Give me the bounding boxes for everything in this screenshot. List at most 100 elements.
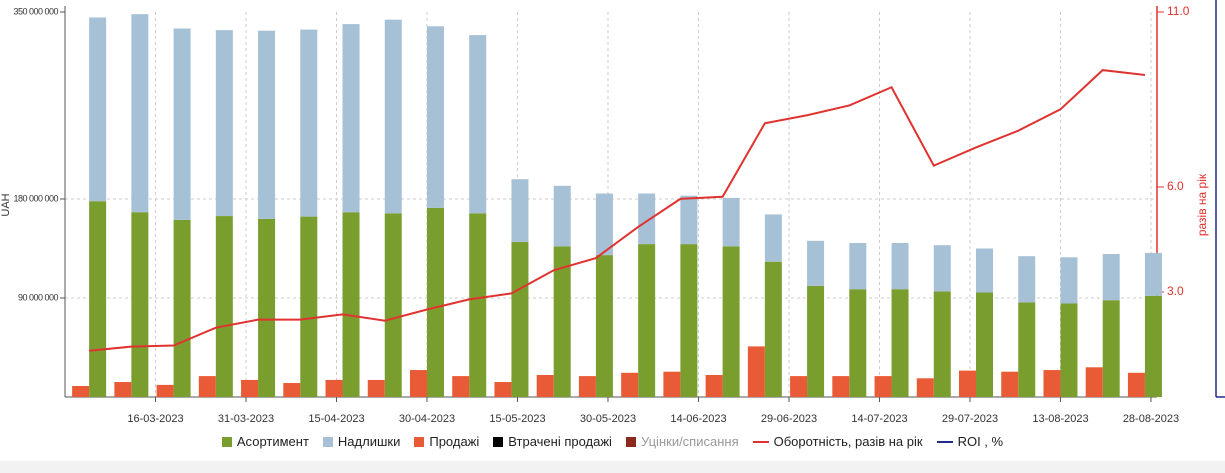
bar-segment bbox=[300, 216, 318, 397]
bar-segment bbox=[1060, 257, 1078, 304]
chart: UAH разів на рік 350 000 000 180 000 000 9… bbox=[0, 0, 1225, 425]
bar-segment bbox=[638, 244, 656, 397]
legend-swatch bbox=[752, 440, 769, 443]
bar-segment bbox=[1018, 256, 1036, 303]
legend-swatch bbox=[493, 436, 504, 447]
bar-segment bbox=[1144, 252, 1162, 296]
bar-segment bbox=[426, 26, 444, 208]
x-tick-label: 14-07-2023 bbox=[851, 413, 907, 425]
bar-segment bbox=[342, 212, 360, 397]
y2-tick-label: 11.0 bbox=[1167, 4, 1190, 18]
bar-segment bbox=[384, 213, 402, 397]
x-tick-label: 29-06-2023 bbox=[761, 413, 817, 425]
bar-segment bbox=[215, 30, 233, 217]
bar-segment bbox=[553, 246, 571, 397]
bar bbox=[241, 379, 259, 397]
legend-label: Втрачені продажі bbox=[508, 434, 612, 449]
bar-segment bbox=[258, 30, 276, 219]
footer-strip bbox=[0, 461, 1225, 473]
bar-segment bbox=[511, 241, 529, 397]
bar-segment bbox=[89, 17, 107, 202]
bar bbox=[409, 370, 427, 397]
legend-swatch bbox=[221, 436, 232, 447]
bar-segment bbox=[173, 219, 191, 397]
y-tick-label: 350 000 000 bbox=[13, 6, 58, 16]
bar bbox=[283, 383, 301, 397]
bar-segment bbox=[891, 289, 909, 397]
bar-segment bbox=[131, 14, 149, 213]
bar-segment bbox=[426, 207, 444, 397]
bar bbox=[494, 382, 512, 397]
legend-item[interactable]: Втрачені продажі bbox=[493, 434, 612, 449]
legend-label: Асортимент bbox=[236, 434, 309, 449]
legend: Асортимент Надлишки Продажі Втрачені продаж… bbox=[0, 434, 1225, 449]
x-tick-label: 28-08-2023 bbox=[1123, 413, 1179, 425]
bar-segment bbox=[131, 212, 149, 397]
legend-item[interactable]: Уцінки/списання bbox=[625, 434, 739, 449]
bar bbox=[916, 378, 934, 397]
legend-item[interactable]: ROI , % bbox=[936, 434, 1003, 449]
bar-segment bbox=[511, 179, 529, 242]
bar-segment bbox=[1102, 254, 1120, 301]
bar-segment bbox=[342, 24, 360, 213]
bar-segment bbox=[553, 185, 571, 247]
y-tick-label: 180 000 000 bbox=[13, 193, 58, 203]
bar-segment bbox=[595, 193, 613, 256]
bar-segment bbox=[1060, 303, 1078, 397]
bar bbox=[1127, 372, 1145, 397]
bar-segment bbox=[469, 213, 487, 397]
legend-item[interactable]: Продажі bbox=[414, 434, 479, 449]
bar bbox=[790, 376, 808, 397]
bar bbox=[663, 371, 681, 397]
bar bbox=[114, 382, 132, 397]
bar-segment bbox=[173, 28, 191, 220]
bar bbox=[156, 384, 174, 397]
bar bbox=[1085, 367, 1103, 397]
legend-swatch bbox=[322, 436, 333, 447]
x-tick-label: 16-03-2023 bbox=[127, 413, 183, 425]
line-series bbox=[89, 69, 1146, 352]
bar-segment bbox=[849, 243, 867, 290]
x-tick-label: 15-05-2023 bbox=[489, 413, 545, 425]
legend-label: Продажі bbox=[429, 434, 480, 449]
y2-axis-title: разів на рік bbox=[1195, 173, 1209, 236]
bar bbox=[578, 376, 596, 397]
bar bbox=[832, 376, 850, 397]
bar-segment bbox=[976, 248, 994, 293]
y-tick-label: 90 000 000 bbox=[18, 292, 59, 302]
bar bbox=[367, 379, 385, 397]
bar-segment bbox=[1102, 300, 1120, 397]
bar-segment bbox=[807, 240, 825, 286]
bar-segment bbox=[638, 193, 656, 245]
legend-item[interactable]: Надлишки bbox=[322, 434, 400, 449]
bar-segment bbox=[469, 35, 487, 214]
legend-item[interactable]: Оборотність, разів на рік bbox=[752, 434, 923, 449]
bar bbox=[325, 379, 343, 397]
bar-segment bbox=[680, 244, 698, 397]
bar-segment bbox=[933, 245, 951, 292]
x-tick-label: 13-08-2023 bbox=[1032, 413, 1088, 425]
x-tick-label: 31-03-2023 bbox=[218, 413, 274, 425]
bar-segment bbox=[976, 292, 994, 397]
bar-segment bbox=[764, 261, 782, 397]
bar-segment bbox=[89, 201, 107, 397]
bar-segment bbox=[1144, 295, 1162, 397]
bar-segment bbox=[764, 214, 782, 262]
y2-tick-label: 6.0 bbox=[1167, 179, 1184, 193]
bar-segment bbox=[300, 29, 318, 217]
bar bbox=[705, 375, 723, 397]
bar bbox=[452, 376, 470, 397]
bar bbox=[1001, 371, 1019, 397]
legend-item[interactable]: Асортимент bbox=[221, 434, 309, 449]
bar bbox=[747, 346, 765, 397]
bar bbox=[198, 376, 216, 397]
bar bbox=[1043, 370, 1061, 397]
x-tick-label: 29-07-2023 bbox=[942, 413, 998, 425]
legend-label: Уцінки/списання bbox=[640, 434, 739, 449]
x-tick-label: 30-05-2023 bbox=[580, 413, 636, 425]
bar-segment bbox=[933, 291, 951, 397]
bar bbox=[72, 386, 90, 397]
bar-segment bbox=[807, 285, 825, 397]
bar-segment bbox=[680, 195, 698, 245]
